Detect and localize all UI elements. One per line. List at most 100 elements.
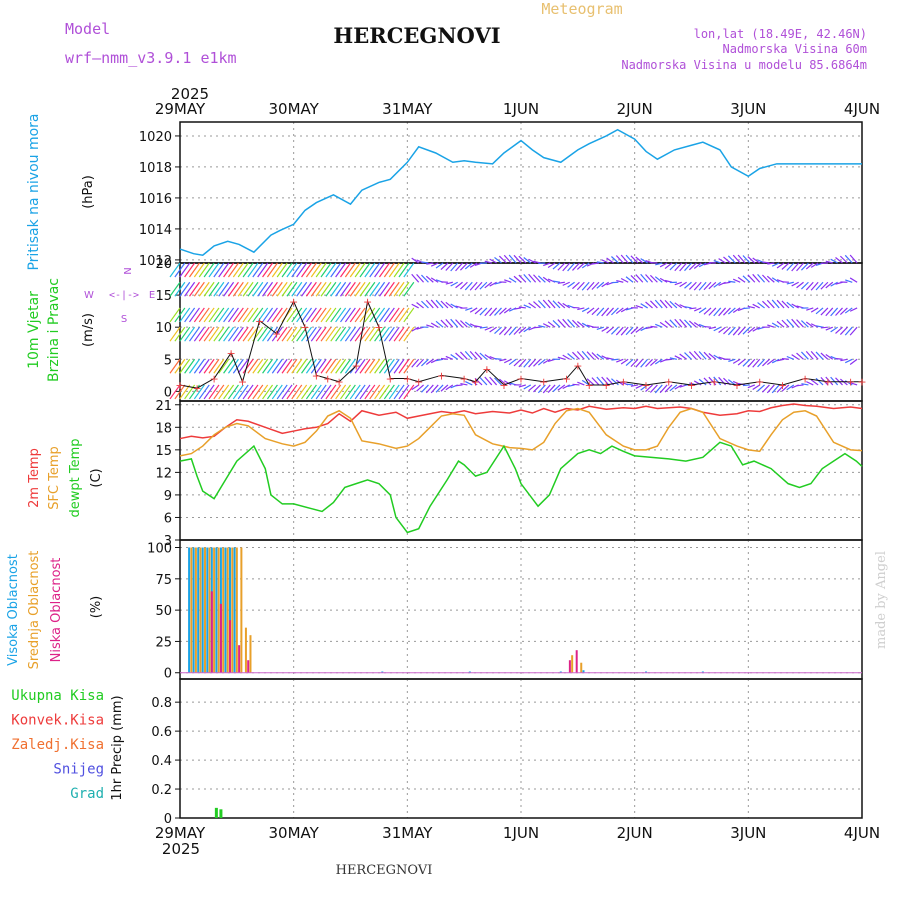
y-tick-label: 0.2	[151, 783, 172, 798]
wind-barb	[674, 384, 683, 390]
wind-barb	[591, 281, 600, 290]
wind-barb	[810, 379, 819, 386]
y-tick-label: 10	[155, 321, 172, 336]
wind-barb	[459, 351, 468, 360]
wind-barb	[247, 326, 259, 342]
wind-barb	[262, 358, 274, 374]
x-tick-label-bottom: 4JUN	[844, 824, 880, 842]
wind-gust-mark: +	[192, 382, 201, 395]
wind-barb	[810, 281, 819, 291]
wind-barb	[586, 281, 595, 291]
wind-barb	[242, 358, 254, 374]
wind-barb	[800, 351, 809, 360]
wind-barb	[266, 262, 278, 278]
wind-barb	[849, 254, 858, 264]
wind-barb	[747, 256, 756, 264]
compass-arrows: <-|->	[109, 290, 139, 301]
wind-barb	[198, 384, 210, 400]
wind-barb	[286, 384, 298, 400]
wind-barb	[489, 376, 498, 386]
wind-gust-mark: +	[323, 373, 332, 386]
y-tick-label: 5	[164, 353, 172, 368]
wind-barb	[349, 384, 361, 400]
wind-barb	[393, 307, 405, 323]
wind-barb	[388, 307, 400, 323]
wind-barb	[771, 358, 780, 364]
wind-barb	[257, 358, 269, 374]
wind-barb	[538, 325, 546, 328]
wind-barb	[174, 358, 186, 374]
wind-barb	[374, 384, 386, 400]
wind-barb	[703, 351, 712, 360]
wind-barb	[421, 358, 429, 367]
wind-barb	[567, 319, 576, 328]
cloud-bar	[210, 591, 213, 673]
y-tick-label: 50	[155, 604, 172, 619]
wind-barb	[791, 318, 800, 328]
wind-barb	[340, 326, 351, 342]
temp-line-1	[179, 407, 863, 457]
wind-barb	[291, 281, 303, 297]
wind-barb	[815, 307, 824, 315]
wind-barb	[757, 302, 765, 309]
wind-gust-mark: +	[755, 376, 764, 389]
wind-barb	[218, 358, 230, 374]
wind-gust-mark: +	[209, 373, 218, 386]
wind-barb	[572, 319, 580, 328]
wind-barb	[562, 262, 571, 272]
wind-barb	[203, 262, 215, 278]
wind-barb	[411, 384, 420, 391]
wind-barb	[630, 326, 639, 335]
wind-barb	[625, 383, 634, 386]
y-tick-label: 15	[155, 289, 172, 304]
wind-barb	[742, 326, 751, 335]
wind-barb	[344, 384, 356, 400]
wind-barb	[459, 262, 468, 271]
wind-barb	[227, 262, 239, 278]
wind-barb	[664, 358, 673, 361]
ylabel: 1hr Precip (mm)	[110, 695, 125, 800]
wind-barb	[611, 256, 619, 264]
wind-barb	[301, 358, 313, 374]
wind-barb	[611, 326, 619, 335]
wind-barb	[315, 262, 327, 278]
wind-barb	[276, 384, 288, 400]
wind-barb	[354, 384, 366, 400]
wind-barb	[430, 299, 439, 309]
wind-barb	[440, 300, 449, 309]
wind-barb	[469, 262, 478, 268]
wind-barb	[315, 326, 327, 342]
wind-gust-mark: +	[846, 376, 855, 389]
wind-barb	[825, 354, 834, 360]
cloud-bar	[199, 547, 202, 673]
wind-barb	[645, 301, 653, 309]
wind-barb	[620, 358, 629, 365]
wind-barb	[611, 378, 619, 386]
wind-barb	[742, 255, 751, 264]
wind-barb	[315, 307, 327, 323]
wind-barb	[766, 358, 775, 366]
wind-barb	[310, 281, 322, 297]
wind-barb	[523, 384, 532, 390]
wind-barb	[523, 257, 532, 264]
wind-barb	[430, 384, 439, 394]
wind-barb	[435, 262, 444, 269]
wind-barb	[421, 384, 429, 393]
wind-barb	[232, 358, 244, 374]
wind-barb	[286, 281, 298, 297]
wind-barb	[708, 307, 717, 316]
wind-barb	[227, 358, 239, 374]
wind-barb	[747, 305, 755, 309]
wind-barb	[203, 326, 215, 342]
wind-barb	[198, 307, 210, 323]
wind-barb	[227, 307, 239, 323]
wind-barb	[581, 307, 590, 313]
wind-barb	[825, 281, 834, 289]
wind-barb	[844, 358, 853, 364]
wind-barb	[425, 384, 434, 394]
wind-barb	[606, 257, 614, 264]
wind-barb	[688, 262, 697, 271]
wind-barb	[416, 273, 425, 283]
wind-barb	[335, 326, 347, 342]
wind-barb	[257, 326, 269, 342]
